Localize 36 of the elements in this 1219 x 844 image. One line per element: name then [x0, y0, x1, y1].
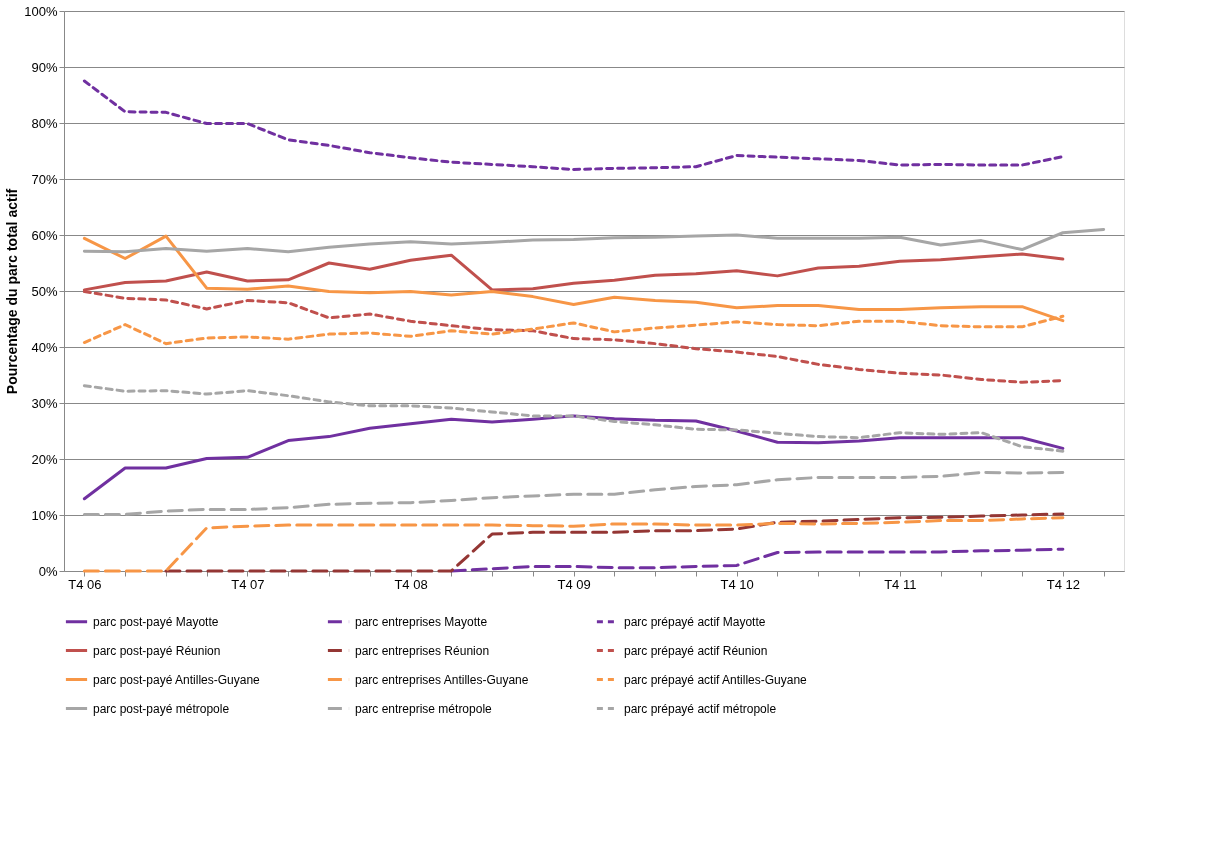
y-tick-label: 60%	[31, 227, 58, 243]
legend-label: parc prépayé actif Mayotte	[624, 614, 766, 629]
y-tick-label: 20%	[31, 451, 58, 467]
y-tick-label: 80%	[31, 115, 58, 131]
x-tick-label: T4 08	[394, 576, 428, 592]
line-series	[82, 470, 1065, 516]
y-tick-label: 70%	[31, 171, 58, 187]
y-tick-label: 40%	[31, 339, 58, 355]
y-tick-label: 90%	[31, 59, 58, 75]
y-tick-label: 0%	[38, 563, 58, 579]
legend-label: parc post-payé Antilles-Guyane	[93, 672, 261, 687]
legend-label: parc prépayé actif Antilles-Guyane	[624, 672, 808, 687]
line-series	[82, 384, 1065, 453]
legend-label: parc prépayé actif métropole	[624, 701, 777, 716]
y-tick-label: 10%	[31, 507, 58, 523]
y-tick-label: 30%	[31, 395, 58, 411]
x-tick-label: T4 11	[884, 576, 917, 592]
y-axis-title: Pourcentage du parc total actif	[4, 188, 21, 395]
x-tick-label: T4 09	[557, 576, 591, 592]
legend-label: parc prépayé actif Réunion	[624, 643, 768, 658]
legend-label: parc post-payé Mayotte	[93, 614, 219, 629]
legend-label: parc post-payé métropole	[93, 701, 230, 716]
x-tick-label: T4 12	[1046, 576, 1080, 592]
line-series	[82, 79, 1065, 171]
line-series	[82, 227, 1106, 254]
x-tick-label: T4 06	[68, 576, 102, 592]
legend-label: parc entreprises Antilles-Guyane	[355, 672, 529, 687]
legend-label: parc entreprises Mayotte	[355, 614, 488, 629]
y-tick-label: 50%	[31, 283, 58, 299]
y-tick-label: 100%	[24, 3, 58, 19]
legend-label: parc post-payé Réunion	[93, 643, 221, 658]
x-tick-label: T4 07	[231, 576, 265, 592]
line-series	[82, 414, 1065, 501]
x-tick-label: T4 10	[720, 576, 754, 592]
legend-label: parc entreprises Réunion	[355, 643, 490, 658]
legend-label: parc entreprise métropole	[355, 701, 493, 716]
